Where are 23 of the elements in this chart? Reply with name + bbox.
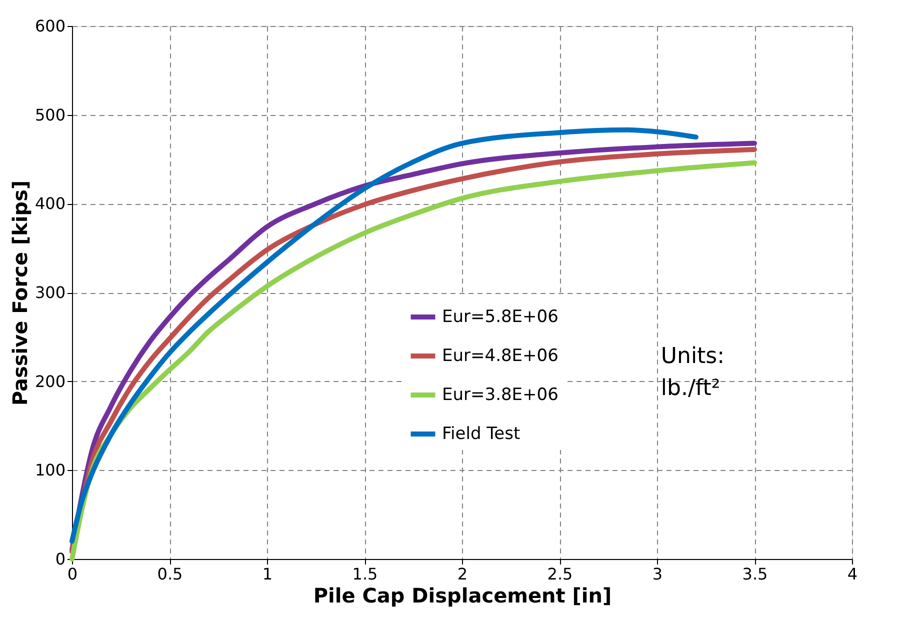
x-tick-label: 1 [262, 564, 273, 584]
y-axis-title: Passive Force [kips] [8, 180, 32, 406]
legend-label: Eur=3.8E+06 [442, 385, 558, 405]
y-tick-label: 600 [34, 16, 66, 36]
annotation: Units: lb./ft² [660, 344, 725, 401]
y-tick-label: 300 [34, 283, 66, 302]
x-tick-label: 3.5 [742, 564, 768, 584]
legend-label: Field Test [442, 424, 520, 444]
y-tick-label: 100 [34, 460, 66, 480]
legend-label: Eur=4.8E+06 [442, 346, 558, 366]
x-tick-label: 4 [847, 564, 858, 584]
x-tick-label: 1.5 [352, 564, 378, 584]
y-tick-label: 500 [34, 105, 66, 124]
x-tick-label: 0.5 [157, 564, 183, 584]
y-tick-label: 200 [34, 372, 66, 391]
x-axis-title: Pile Cap Displacement [in] [313, 584, 612, 608]
y-tick-label: 400 [34, 194, 66, 214]
x-tick-label: 3 [652, 564, 663, 584]
x-tick-label: 2 [457, 564, 468, 584]
x-tick-label: 0 [67, 564, 78, 584]
legend-label: Eur=5.8E+06 [442, 307, 558, 327]
x-tick-label: 2.5 [547, 564, 573, 584]
y-tick-label: 0 [55, 550, 66, 568]
